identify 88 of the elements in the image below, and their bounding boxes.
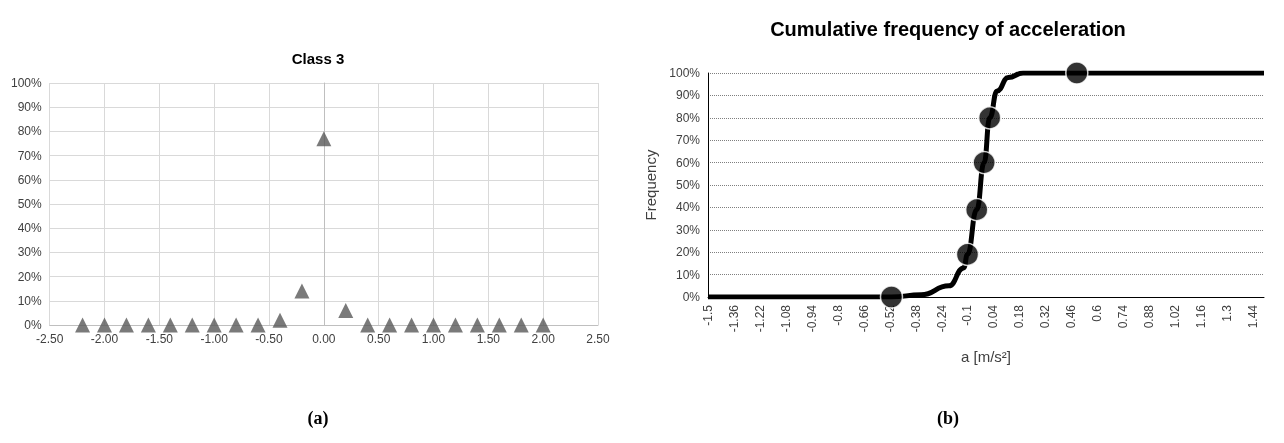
point	[426, 317, 442, 333]
y-tick-label: 30%	[17, 245, 43, 260]
y-tick-label: 10%	[17, 293, 43, 308]
x-tick-label: -2.00	[90, 332, 119, 346]
point	[513, 317, 529, 333]
point	[140, 317, 156, 333]
point	[294, 283, 310, 299]
x-tick-label: 0.88	[1142, 304, 1157, 329]
text: (a)	[307, 408, 329, 429]
x-tick-label: -0.66	[856, 304, 871, 333]
x-tick-label: 0.50	[367, 332, 391, 346]
x-tick-label: -0.38	[908, 304, 923, 333]
x-tick-label: -0.8	[830, 304, 845, 326]
point	[162, 317, 178, 333]
y-tick-label: 80%	[17, 124, 43, 139]
x-tick-label: 2.00	[531, 332, 556, 346]
point	[972, 150, 996, 175]
point	[97, 317, 113, 333]
y-tick-label: 30%	[675, 222, 701, 237]
point	[272, 312, 288, 328]
x-tick-label: -1.08	[778, 304, 793, 333]
x-tick-label: 0.00	[312, 332, 336, 346]
y-axis-title: Frequency	[642, 149, 660, 221]
y-tick-label: 50%	[17, 197, 43, 211]
x-tick-label: -1.50	[145, 332, 174, 346]
x-tick-label: 0.04	[986, 304, 1001, 329]
y-tick-label: 90%	[17, 100, 43, 115]
text: (b)	[937, 408, 960, 429]
x-tick-label: -1.00	[200, 332, 229, 346]
y-tick-label: 90%	[675, 88, 701, 103]
point	[118, 317, 134, 333]
x-tick-label: -0.24	[934, 304, 949, 333]
x-tick-label: 1.02	[1168, 304, 1183, 329]
x-tick-label: 0.32	[1038, 304, 1053, 329]
point	[228, 317, 244, 333]
x-axis-title: a [m/s²]	[960, 348, 1012, 365]
y-tick-label: 0%	[682, 290, 701, 304]
y-tick-label: 70%	[675, 133, 701, 148]
point	[447, 317, 463, 333]
point	[977, 106, 1002, 130]
x-tick-label: -1.22	[752, 304, 767, 333]
point	[316, 131, 332, 147]
x-tick-label: -0.50	[255, 332, 284, 346]
point	[382, 317, 398, 333]
point	[404, 317, 420, 333]
y-tick-label: 20%	[17, 269, 43, 284]
x-tick-label: 1.44	[1245, 304, 1260, 329]
point	[250, 317, 266, 333]
chart-title: Cumulative frequency of acceleration	[770, 18, 1126, 40]
x-tick-label: -0.1	[960, 304, 975, 326]
point	[206, 317, 222, 333]
y-tick-label: 70%	[17, 148, 43, 163]
x-tick-label: -2.50	[36, 332, 64, 346]
chart-title: Class 3	[291, 50, 345, 67]
point	[184, 317, 200, 333]
point	[75, 317, 91, 333]
point	[338, 302, 354, 318]
point	[1065, 61, 1089, 85]
y-tick-label: 100%	[10, 76, 43, 90]
y-tick-label: 60%	[17, 172, 43, 187]
x-tick-label: 1.16	[1193, 304, 1208, 329]
y-tick-label: 60%	[675, 155, 701, 170]
point	[360, 317, 376, 333]
x-tick-label: -0.94	[804, 304, 819, 333]
point	[955, 242, 980, 267]
x-tick-label: -1.36	[726, 304, 741, 333]
x-tick-label: 1.00	[421, 332, 446, 346]
y-tick-label: 40%	[17, 221, 43, 236]
point	[965, 197, 989, 222]
y-tick-label: 20%	[675, 245, 701, 260]
x-tick-label: 2.50	[586, 332, 610, 346]
point	[535, 317, 551, 333]
y-tick-label: 50%	[675, 178, 701, 192]
y-tick-label: 80%	[675, 110, 701, 125]
x-tick-label: 0.46	[1064, 304, 1079, 329]
x-tick-label: 1.3	[1219, 304, 1234, 322]
y-tick-label: 40%	[675, 200, 701, 215]
x-tick-label: -0.52	[882, 304, 897, 333]
x-tick-label: 0.18	[1012, 304, 1027, 329]
x-tick-label: 1.50	[476, 332, 501, 346]
x-tick-label: -1.5	[701, 304, 715, 326]
x-tick-label: 0.74	[1116, 304, 1131, 329]
point	[491, 317, 507, 333]
point	[469, 317, 485, 333]
y-tick-label: 100%	[669, 66, 701, 80]
y-tick-label: 10%	[675, 267, 701, 282]
y-tick-label: 0%	[24, 318, 43, 332]
x-tick-label: 0.6	[1090, 304, 1105, 322]
